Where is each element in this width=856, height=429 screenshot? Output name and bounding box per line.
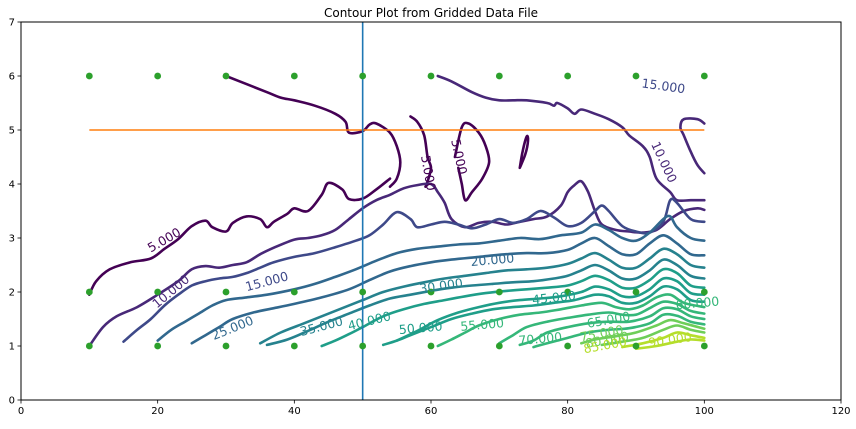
data-point [564,288,572,296]
contour-label: 50.000 [398,318,443,337]
reference-lines [89,22,705,400]
y-tick-label: 6 [9,72,15,83]
data-point [290,72,298,80]
contour-line-35 [265,258,706,347]
contour-line-15 [122,197,706,343]
contour-label: 90.000 [647,329,692,350]
x-tick-label: 60 [425,406,438,417]
data-point [85,72,93,80]
data-point [359,72,367,80]
data-point [427,72,435,80]
contour-label: 10.000 [648,139,680,185]
y-tick-label: 7 [9,18,15,29]
data-point [222,288,230,296]
contour-line-55 [436,293,706,348]
contour-label: 30.000 [418,275,463,296]
data-point [632,342,640,350]
data-point [632,72,640,80]
contour-label: 5.000 [418,154,439,192]
y-tick-label: 3 [9,234,15,245]
data-point [222,72,230,80]
data-point [495,342,503,350]
data-point [290,288,298,296]
contour-label: 5.000 [448,138,470,176]
data-point [154,72,162,80]
x-tick-label: 40 [288,406,301,417]
contour-line-70 [532,312,706,349]
data-point [564,342,572,350]
contour-label: 25.000 [209,313,255,343]
data-point [154,342,162,350]
contour-line-20 [156,214,706,342]
contour-line-80 [600,324,706,347]
data-point [495,72,503,80]
contour-label: 20.000 [470,250,515,269]
contour-label: 75.000 [579,322,625,344]
data-point [222,342,230,350]
data-point [700,288,708,296]
contour-label: 15.000 [641,75,686,96]
contour-label: 65.000 [586,308,632,330]
chart-title: Contour Plot from Gridded Data File [324,6,538,20]
data-point [427,288,435,296]
data-point [290,342,298,350]
contour-label: 60.000 [675,294,720,313]
y-tick-label: 0 [9,396,15,407]
contour-line-50 [381,284,706,347]
contour-line-40 [320,267,706,348]
contour-label: 45.000 [531,288,576,307]
contour-line-45 [395,276,706,342]
y-tick-label: 4 [9,180,15,191]
x-tick-label: 80 [561,406,574,417]
x-tick-label: 120 [831,406,850,417]
data-points [85,72,708,350]
contour-label: 85.000 [582,334,628,356]
data-point [85,288,93,296]
data-point [564,72,572,80]
contour-line-25 [190,234,706,345]
data-point [154,288,162,296]
x-tick-label: 0 [18,406,24,417]
contour-line-65 [518,306,706,347]
contour-label: 70.000 [518,329,563,348]
contour-label: 80.000 [584,328,630,350]
contour-line-60 [498,300,706,345]
axes: 0 20 40 60 80 100 120 0 1 2 3 4 5 6 7 [9,18,851,418]
contour-line-30 [258,247,706,345]
contour-line-10 [88,179,706,348]
data-point [359,342,367,350]
data-point [427,342,435,350]
y-tick-label: 1 [9,342,15,353]
x-tick-label: 20 [151,406,164,417]
contour-line-90 [634,338,706,350]
data-point [495,288,503,296]
y-tick-label: 5 [9,126,15,137]
contour-line-5 [409,115,433,188]
contour-line-10 [436,74,706,203]
data-point [359,288,367,296]
contour-line-10 [679,117,706,175]
contour-line-5 [453,121,491,202]
contour-line-75 [580,318,706,345]
contour-line-85 [621,331,706,349]
x-tick-label: 100 [695,406,714,417]
contour-line-5 [224,74,402,188]
data-point [85,342,93,350]
contour-line-5 [88,177,392,296]
contour-line-5 [518,134,530,170]
data-point [700,72,708,80]
contour-label: 55.000 [460,315,505,334]
contour-lines [88,74,706,350]
data-point [632,288,640,296]
y-tick-label: 2 [9,288,15,299]
data-point [700,342,708,350]
